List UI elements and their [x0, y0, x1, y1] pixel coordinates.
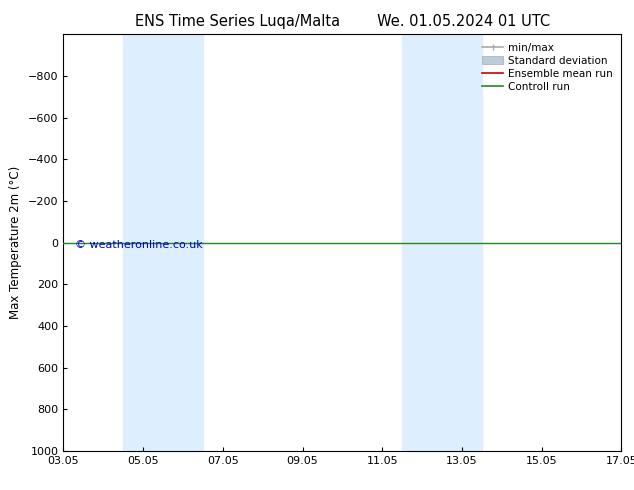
- Title: ENS Time Series Luqa/Malta        We. 01.05.2024 01 UTC: ENS Time Series Luqa/Malta We. 01.05.202…: [135, 14, 550, 29]
- Bar: [123, 34, 203, 451]
- Legend: min/max, Standard deviation, Ensemble mean run, Controll run: min/max, Standard deviation, Ensemble me…: [479, 40, 616, 95]
- Text: © weatheronline.co.uk: © weatheronline.co.uk: [75, 241, 202, 250]
- Bar: [402, 34, 482, 451]
- Y-axis label: Max Temperature 2m (°C): Max Temperature 2m (°C): [10, 166, 22, 319]
